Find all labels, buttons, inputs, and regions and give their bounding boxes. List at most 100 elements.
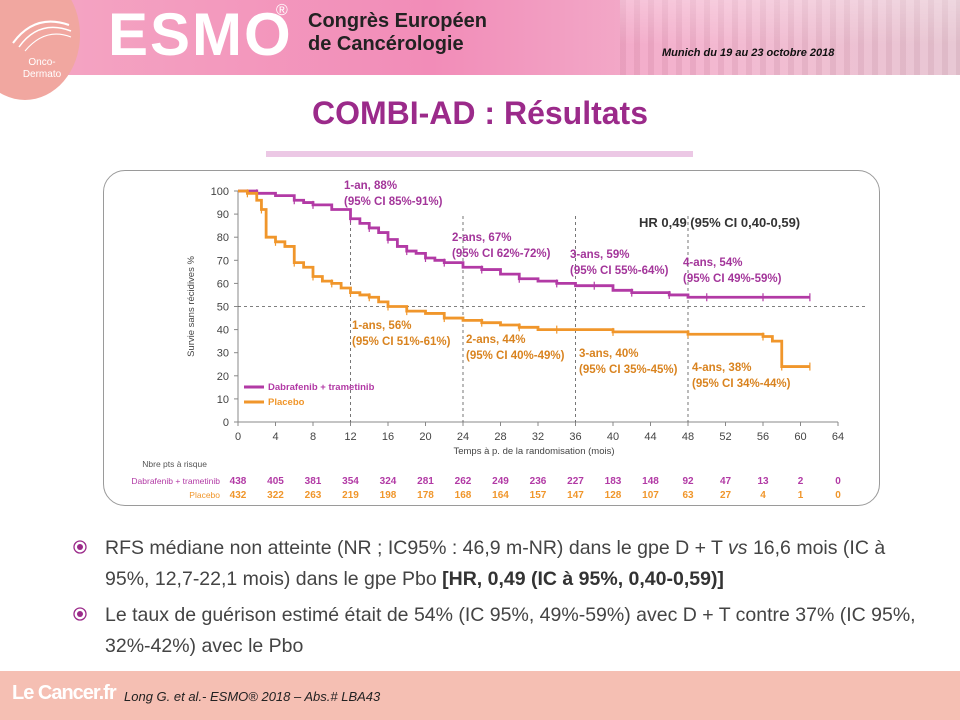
risk-value: 157 — [530, 490, 547, 501]
risk-value: 198 — [380, 490, 397, 501]
risk-value: 2 — [798, 476, 804, 487]
x-tick-label: 12 — [344, 431, 356, 443]
onco-swoosh-icon — [12, 20, 72, 52]
risk-value: 164 — [492, 490, 509, 501]
congress-line1: Congrès Européen — [308, 10, 487, 32]
badge-line2: Dermato — [22, 69, 62, 80]
risk-value: 322 — [267, 490, 284, 501]
annotation-line1: 1-ans, 56% — [352, 320, 411, 332]
bullet-rfs-part1: RFS médiane non atteinte (NR ; IC95% : 4… — [105, 537, 729, 559]
congress-line2: de Cancérologie — [308, 33, 464, 55]
esmo-logo: ESMO — [108, 1, 293, 68]
x-tick-label: 20 — [419, 431, 431, 443]
annotation-line2: (95% CI 62%-72%) — [452, 248, 551, 260]
risk-value: 354 — [342, 476, 359, 487]
x-tick-label: 0 — [235, 431, 241, 443]
y-tick-label: 50 — [217, 302, 229, 314]
risk-value: 0 — [835, 476, 841, 487]
risk-table-title: Nbre pts à risque — [142, 459, 207, 469]
bullet-rfs-text: RFS médiane non atteinte (NR ; IC95% : 4… — [105, 533, 925, 595]
risk-value: 1 — [798, 490, 804, 501]
hazard-ratio-label: HR 0,49 (95% CI 0,40-0,59) — [639, 215, 800, 230]
x-tick-label: 40 — [607, 431, 619, 443]
bullet-icon — [73, 540, 87, 554]
risk-value: 168 — [455, 490, 472, 501]
bullet-rfs-part2: 16,6 mois (IC à 95%, 12,7-22,1 mois) dan… — [105, 537, 886, 590]
bullet-icon — [73, 607, 87, 621]
risk-value: 262 — [455, 476, 472, 487]
x-tick-label: 60 — [794, 431, 806, 443]
bullet-cure-rate-text: Le taux de guérison estimé était de 54% … — [105, 604, 916, 657]
annotation-line1: 1-an, 88% — [344, 180, 397, 192]
risk-value: 249 — [492, 476, 509, 487]
risk-value: 183 — [605, 476, 622, 487]
risk-value: 147 — [567, 490, 584, 501]
y-tick-label: 30 — [217, 348, 229, 360]
slide-title: COMBI-AD : Résultats — [311, 95, 648, 131]
y-tick-label: 100 — [211, 186, 229, 198]
risk-value: 27 — [720, 490, 732, 501]
x-tick-label: 36 — [569, 431, 581, 443]
y-tick-label: 70 — [217, 255, 229, 267]
title-underline — [266, 151, 693, 157]
x-tick-label: 48 — [682, 431, 694, 443]
x-tick-label: 56 — [757, 431, 769, 443]
risk-value: 47 — [720, 476, 732, 487]
annotation-line1: 4-ans, 38% — [692, 362, 751, 374]
y-axis-label: Survie sans récidives % — [186, 256, 197, 357]
risk-row-label: Placebo — [189, 490, 220, 500]
x-tick-label: 52 — [719, 431, 731, 443]
risk-value: 236 — [530, 476, 547, 487]
risk-value: 148 — [642, 476, 659, 487]
annotation-line1: 4-ans, 54% — [683, 257, 742, 269]
risk-value: 0 — [835, 490, 841, 501]
risk-value: 281 — [417, 476, 434, 487]
risk-value: 128 — [605, 490, 622, 501]
y-tick-label: 10 — [217, 394, 229, 406]
x-tick-label: 24 — [457, 431, 469, 443]
y-tick-label: 60 — [217, 278, 229, 290]
y-tick-label: 90 — [217, 209, 229, 221]
y-tick-label: 20 — [217, 371, 229, 383]
footer-bar: Le Cancer.fr Long G. et al.- ESMO® 2018 … — [0, 671, 960, 720]
risk-value: 381 — [305, 476, 322, 487]
lecancer-logo: Le Cancer.fr — [12, 682, 117, 704]
x-tick-label: 8 — [310, 431, 316, 443]
annotation-line2: (95% CI 85%-91%) — [344, 196, 443, 208]
bullet-rfs-vs: vs — [728, 537, 748, 559]
y-tick-label: 80 — [217, 232, 229, 244]
annotation-line1: 3-ans, 40% — [579, 348, 638, 360]
risk-value: 4 — [760, 490, 766, 501]
risk-value: 13 — [757, 476, 769, 487]
y-tick-label: 40 — [217, 325, 229, 337]
x-tick-label: 16 — [382, 431, 394, 443]
y-tick-label: 0 — [223, 417, 229, 429]
registered-mark: ® — [276, 2, 288, 19]
risk-value: 263 — [305, 490, 322, 501]
legend-label: Dabrafenib + trametinib — [268, 382, 375, 393]
risk-value: 227 — [567, 476, 584, 487]
x-tick-label: 32 — [532, 431, 544, 443]
legend-label: Placebo — [268, 397, 305, 408]
risk-value: 219 — [342, 490, 359, 501]
annotation-line1: 2-ans, 67% — [452, 232, 511, 244]
risk-value: 92 — [682, 476, 694, 487]
x-tick-label: 4 — [272, 431, 278, 443]
x-tick-label: 44 — [644, 431, 656, 443]
annotation-line1: 3-ans, 59% — [570, 249, 629, 261]
reference-citation: Long G. et al.- ESMO® 2018 – Abs.# LBA43 — [124, 689, 381, 704]
city-skyline-image — [620, 0, 960, 75]
bullet-rfs-hr: [HR, 0,49 (IC à 95%, 0,40-0,59)] — [442, 568, 724, 590]
badge-line1: Onco- — [28, 57, 56, 68]
annotation-line2: (95% CI 49%-59%) — [683, 273, 782, 285]
annotation-line2: (95% CI 51%-61%) — [352, 336, 451, 348]
annotation-line2: (95% CI 35%-45%) — [579, 364, 678, 376]
annotation-line2: (95% CI 40%-49%) — [466, 350, 565, 362]
risk-value: 63 — [682, 490, 694, 501]
x-axis-label: Temps à p. de la randomisation (mois) — [453, 446, 614, 457]
header-banner: Onco- Dermato ESMO ® Congrès Européen de… — [0, 0, 960, 100]
risk-value: 405 — [267, 476, 284, 487]
risk-value: 438 — [230, 476, 247, 487]
risk-row-label: Dabrafenib + trametinib — [131, 476, 220, 486]
